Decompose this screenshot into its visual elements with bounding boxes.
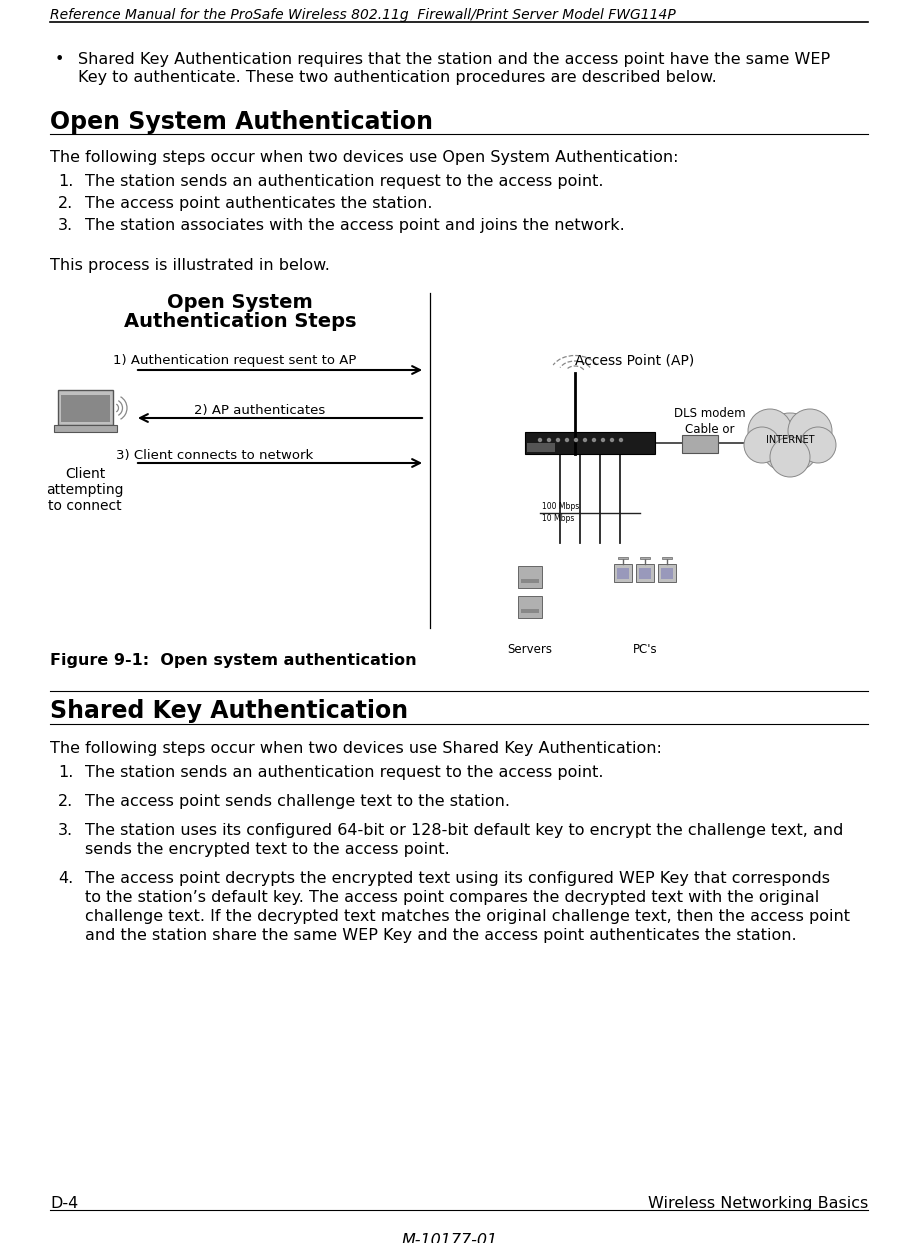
Text: to connect: to connect bbox=[48, 498, 122, 513]
Text: Key to authenticate. These two authentication procedures are described below.: Key to authenticate. These two authentic… bbox=[78, 70, 717, 85]
Text: Shared Key Authentication requires that the station and the access point have th: Shared Key Authentication requires that … bbox=[78, 52, 830, 67]
Text: 100 Mbps: 100 Mbps bbox=[542, 502, 579, 511]
Circle shape bbox=[574, 438, 578, 443]
Text: 10 Mbps: 10 Mbps bbox=[542, 515, 574, 523]
Text: The station associates with the access point and joins the network.: The station associates with the access p… bbox=[85, 218, 624, 232]
Text: This process is illustrated in below.: This process is illustrated in below. bbox=[50, 259, 330, 273]
Text: 2.: 2. bbox=[58, 794, 73, 809]
Text: 1) Authentication request sent to AP: 1) Authentication request sent to AP bbox=[114, 354, 357, 367]
Bar bbox=[518, 566, 542, 588]
Bar bbox=[661, 568, 673, 579]
Text: and the station share the same WEP Key and the access point authenticates the st: and the station share the same WEP Key a… bbox=[85, 929, 796, 943]
Text: Cable or: Cable or bbox=[686, 423, 734, 436]
Text: The station sends an authentication request to the access point.: The station sends an authentication requ… bbox=[85, 764, 604, 781]
Circle shape bbox=[592, 438, 596, 443]
Text: 2) AP authenticates: 2) AP authenticates bbox=[195, 404, 325, 416]
Circle shape bbox=[744, 428, 780, 462]
Text: Shared Key Authentication: Shared Key Authentication bbox=[50, 699, 408, 723]
Text: Authentication Steps: Authentication Steps bbox=[123, 312, 356, 331]
Circle shape bbox=[800, 428, 836, 462]
Bar bbox=[618, 557, 628, 559]
Circle shape bbox=[788, 409, 832, 452]
Text: Servers: Servers bbox=[507, 643, 552, 656]
Circle shape bbox=[538, 438, 542, 443]
Text: The station uses its configured 64-bit or 128-bit default key to encrypt the cha: The station uses its configured 64-bit o… bbox=[85, 823, 843, 838]
Circle shape bbox=[610, 438, 614, 443]
Bar bbox=[682, 435, 718, 452]
Text: PC's: PC's bbox=[633, 643, 658, 656]
Bar bbox=[636, 564, 654, 582]
Text: to the station’s default key. The access point compares the decrypted text with : to the station’s default key. The access… bbox=[85, 890, 819, 905]
Bar bbox=[527, 443, 555, 452]
Bar bbox=[640, 557, 650, 559]
Circle shape bbox=[748, 409, 792, 452]
Bar bbox=[54, 425, 117, 433]
Circle shape bbox=[760, 413, 820, 474]
Text: The access point sends challenge text to the station.: The access point sends challenge text to… bbox=[85, 794, 510, 809]
Bar bbox=[639, 568, 651, 579]
Text: Access Point (AP): Access Point (AP) bbox=[576, 353, 695, 367]
Text: •: • bbox=[55, 52, 64, 67]
Circle shape bbox=[583, 438, 587, 443]
Text: sends the encrypted text to the access point.: sends the encrypted text to the access p… bbox=[85, 842, 450, 856]
Text: The station sends an authentication request to the access point.: The station sends an authentication requ… bbox=[85, 174, 604, 189]
Text: Open System Authentication: Open System Authentication bbox=[50, 109, 433, 134]
Circle shape bbox=[770, 438, 810, 477]
Text: 1.: 1. bbox=[58, 174, 73, 189]
Text: 2.: 2. bbox=[58, 196, 73, 211]
Text: INTERNET: INTERNET bbox=[766, 435, 815, 445]
Text: challenge text. If the decrypted text matches the original challenge text, then : challenge text. If the decrypted text ma… bbox=[85, 909, 850, 924]
Bar bbox=[521, 609, 539, 613]
Text: Open System: Open System bbox=[167, 293, 313, 312]
Text: The following steps occur when two devices use Open System Authentication:: The following steps occur when two devic… bbox=[50, 150, 678, 165]
Text: M-10177-01: M-10177-01 bbox=[402, 1233, 498, 1243]
Circle shape bbox=[556, 438, 560, 443]
Bar bbox=[662, 557, 672, 559]
Bar bbox=[518, 595, 542, 618]
Text: DLS modem: DLS modem bbox=[674, 406, 746, 420]
Bar bbox=[61, 395, 110, 423]
Bar bbox=[525, 433, 655, 454]
Text: Reference Manual for the ProSafe Wireless 802.11g  Firewall/Print Server Model F: Reference Manual for the ProSafe Wireles… bbox=[50, 7, 676, 22]
Text: D-4: D-4 bbox=[50, 1196, 78, 1211]
Text: Figure 9-1:  Open system authentication: Figure 9-1: Open system authentication bbox=[50, 653, 416, 667]
Bar bbox=[521, 579, 539, 583]
Bar bbox=[658, 564, 676, 582]
Bar bbox=[614, 564, 632, 582]
Text: 3) Client connects to network: 3) Client connects to network bbox=[116, 449, 314, 462]
Circle shape bbox=[565, 438, 569, 443]
Text: 3.: 3. bbox=[58, 823, 73, 838]
Text: 1.: 1. bbox=[58, 764, 73, 781]
Circle shape bbox=[619, 438, 623, 443]
Text: The following steps occur when two devices use Shared Key Authentication:: The following steps occur when two devic… bbox=[50, 741, 662, 756]
Bar bbox=[617, 568, 629, 579]
Text: 4.: 4. bbox=[58, 871, 73, 886]
Bar bbox=[58, 390, 113, 425]
Text: The access point decrypts the encrypted text using its configured WEP Key that c: The access point decrypts the encrypted … bbox=[85, 871, 830, 886]
Text: 3.: 3. bbox=[58, 218, 73, 232]
Circle shape bbox=[601, 438, 605, 443]
Circle shape bbox=[547, 438, 551, 443]
Text: attempting: attempting bbox=[46, 484, 123, 497]
Text: The access point authenticates the station.: The access point authenticates the stati… bbox=[85, 196, 432, 211]
Text: Client: Client bbox=[65, 467, 105, 481]
Text: Wireless Networking Basics: Wireless Networking Basics bbox=[648, 1196, 868, 1211]
